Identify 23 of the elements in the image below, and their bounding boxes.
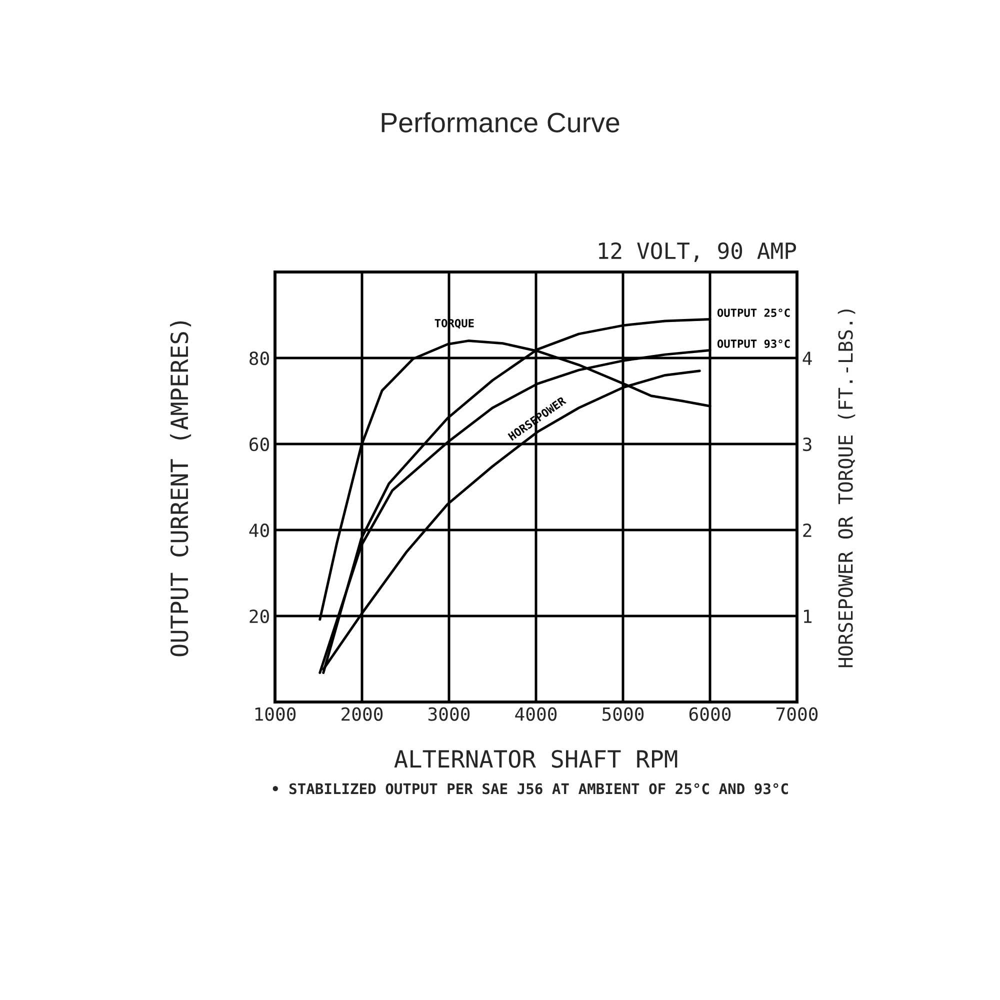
y-tick-label: 20 bbox=[250, 610, 269, 624]
x-tick-label: 3000 bbox=[428, 707, 470, 721]
y-tick-label: 60 bbox=[250, 438, 269, 452]
x-tick-label: 2000 bbox=[342, 707, 383, 721]
y-tick-label: 80 bbox=[250, 352, 269, 366]
chart-subtitle: 12 VOLT, 90 AMP bbox=[598, 242, 796, 262]
y2-tick-label: 3 bbox=[803, 438, 812, 452]
x-axis-title: ALTERNATOR SHAFT RPM bbox=[394, 750, 678, 768]
text: • STABILIZED OUTPUT PER SAE J56 AT AMBIENT OF 25°C AND 93°C bbox=[272, 783, 788, 794]
x-tick-label: 1000 bbox=[255, 707, 296, 721]
chart-title: Performance Curve bbox=[382, 112, 620, 132]
y2-tick-label: 4 bbox=[802, 352, 812, 365]
x-tick-label: 4000 bbox=[515, 707, 557, 721]
series-label: OUTPUT 25°C bbox=[717, 308, 790, 317]
y-axis-title: OUTPUT CURRENT (AMPERES) bbox=[170, 321, 192, 656]
y2-tick-label: 1 bbox=[804, 610, 812, 623]
x-tick-label: 7000 bbox=[776, 707, 818, 721]
y2-tick-label: 2 bbox=[803, 524, 812, 537]
y-tick-label: 40 bbox=[249, 524, 269, 538]
series-label: OUTPUT 93°C bbox=[717, 340, 790, 348]
x-tick-label: 5000 bbox=[602, 707, 644, 721]
y2-axis-title: HORSEPOWER OR TORQUE (FT.-LBS.) bbox=[838, 310, 856, 668]
x-tick-label: 6000 bbox=[689, 707, 731, 721]
